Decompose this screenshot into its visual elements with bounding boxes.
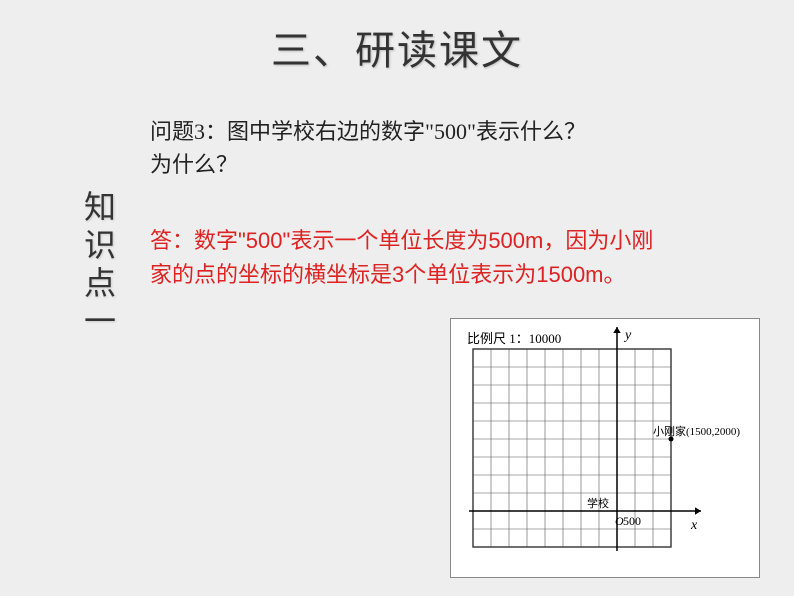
chart-svg: 比例尺 1：10000yxO学校500小刚家(1500,2000) bbox=[451, 319, 761, 579]
svg-text:y: y bbox=[623, 328, 632, 343]
coordinate-chart: 比例尺 1：10000yxO学校500小刚家(1500,2000) bbox=[450, 318, 760, 578]
question-line1: 问题3：图中学校右边的数字"500"表示什么？ bbox=[150, 119, 586, 144]
svg-text:比例尺 1：10000: 比例尺 1：10000 bbox=[467, 331, 561, 346]
question-text: 问题3：图中学校右边的数字"500"表示什么？ 为什么？ bbox=[150, 115, 710, 181]
answer-line1: 答：数字"500"表示一个单位长度为500m，因为小刚 bbox=[150, 228, 653, 253]
answer-line2: 家的点的坐标的横坐标是3个单位表示为1500m。 bbox=[150, 262, 626, 287]
sidebar-label: 知识点一 bbox=[75, 190, 121, 342]
section-title: 三、研读课文 bbox=[0, 18, 794, 76]
svg-text:小刚家(1500,2000): 小刚家(1500,2000) bbox=[653, 424, 740, 438]
svg-text:500: 500 bbox=[623, 514, 641, 528]
svg-text:学校: 学校 bbox=[587, 496, 609, 510]
answer-text: 答：数字"500"表示一个单位长度为500m，因为小刚 家的点的坐标的横坐标是3… bbox=[150, 224, 760, 292]
svg-text:x: x bbox=[690, 518, 698, 533]
question-line2: 为什么？ bbox=[150, 152, 238, 177]
